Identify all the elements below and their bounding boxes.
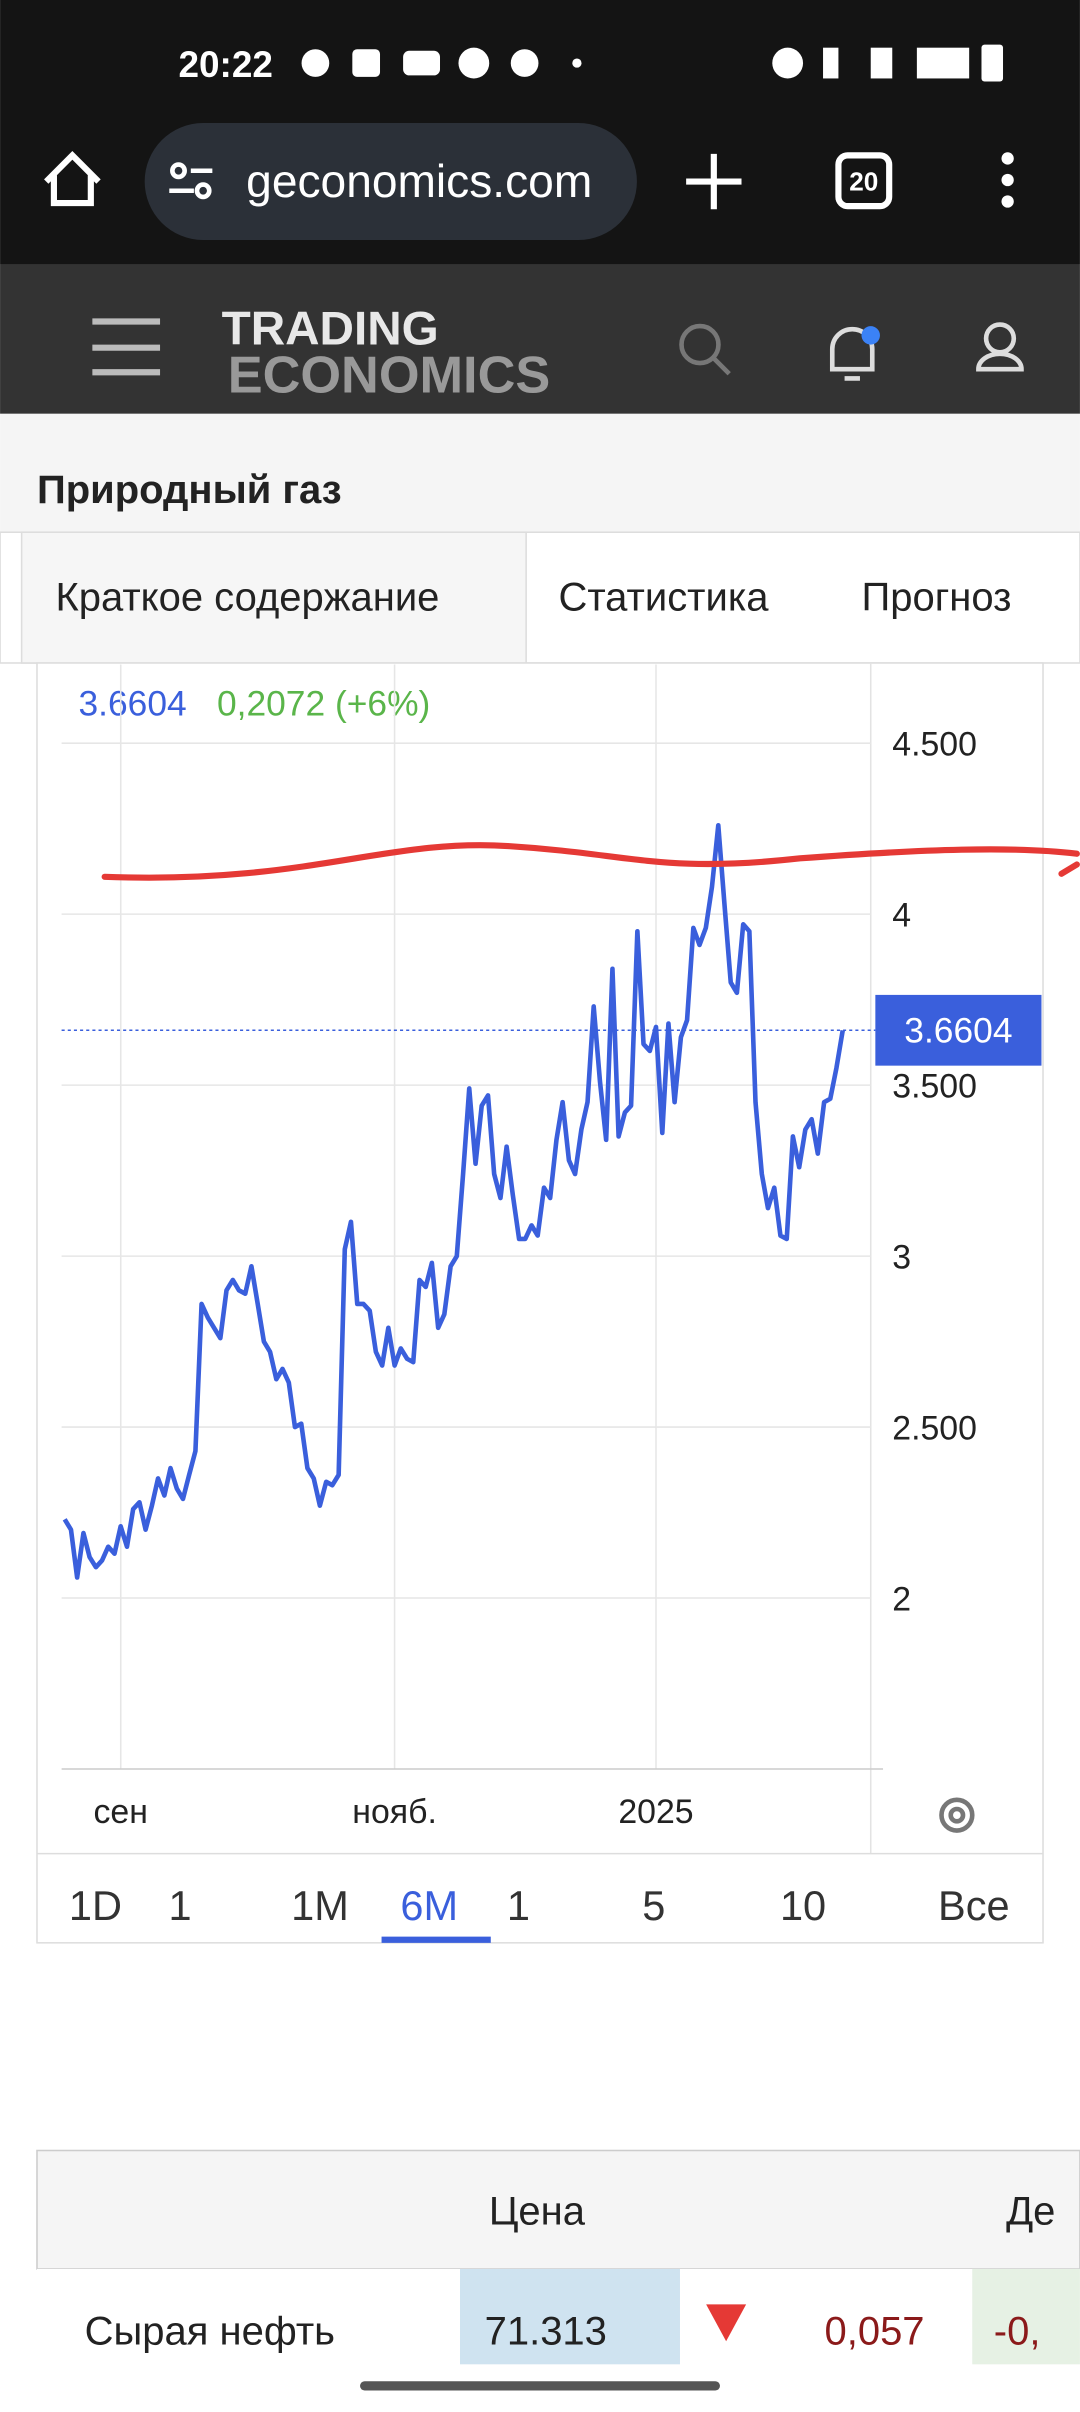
range-button[interactable]: 6M: [400, 1882, 458, 1929]
status-icons: [301, 44, 1004, 82]
site-header: [0, 264, 1080, 414]
logo-bottom[interactable]: ECONOMICS: [228, 346, 551, 404]
range-button[interactable]: Все: [938, 1882, 1010, 1929]
y-tick-label: 4.500: [892, 725, 977, 763]
range-button[interactable]: 1M: [291, 1882, 349, 1929]
y-tick-label: 3.500: [892, 1067, 977, 1105]
x-tick-label: нояб.: [352, 1793, 437, 1831]
x-tick-label: 2025: [618, 1793, 693, 1831]
change-label: 0,2072 (+6%): [217, 684, 430, 723]
notification-dot: [861, 326, 880, 345]
title-band: [0, 413, 1080, 533]
page-title: Природный газ: [37, 468, 342, 512]
table-header-cell: Де: [1006, 2189, 1055, 2233]
site-settings-icon[interactable]: [169, 162, 213, 200]
range-button[interactable]: 1: [168, 1882, 191, 1929]
table-cell: 71.313: [485, 2309, 607, 2353]
url-bar[interactable]: [144, 123, 637, 240]
current-value: 3.6604: [79, 684, 187, 723]
plot: 2 2.500 3 3.500 4 4.500 сен нояб. 2025 3.6604: [61, 664, 1042, 1831]
new-tab-button[interactable]: [686, 153, 742, 210]
down-arrow: [706, 2304, 747, 2342]
menu-button[interactable]: [1001, 152, 1014, 208]
home-button[interactable]: [44, 151, 101, 207]
hand-drawn-annotation: [101, 842, 1080, 881]
y-tick-label: 4: [892, 896, 911, 934]
last-price-label: 3.6604: [904, 1012, 1012, 1051]
url-text[interactable]: geconomics.com: [246, 155, 592, 207]
chart-settings[interactable]: [939, 1797, 975, 1833]
y-tick-label: 2.500: [892, 1409, 977, 1447]
price-line: [62, 822, 846, 1580]
account-button[interactable]: [976, 322, 1024, 372]
range-button[interactable]: 1D: [69, 1882, 122, 1929]
x-tick-label: сен: [94, 1793, 148, 1831]
range-button[interactable]: 10: [780, 1882, 826, 1929]
status-time: 20:22: [179, 44, 273, 85]
tab[interactable]: Прогноз: [861, 576, 1011, 620]
y-tick-label: 2: [892, 1580, 911, 1618]
tab-count: 20: [849, 167, 878, 197]
tab-switcher[interactable]: [835, 152, 893, 210]
table-header: [36, 2149, 1080, 2270]
tab[interactable]: Статистика: [558, 576, 769, 620]
tab-active[interactable]: [20, 531, 527, 664]
tab[interactable]: Краткое содержание: [55, 576, 439, 620]
price-cell: [460, 2268, 680, 2365]
notifications-button[interactable]: [829, 326, 875, 381]
y-tick-label: 3: [892, 1238, 911, 1276]
table-cell: -0,: [994, 2309, 1041, 2353]
hamburger-menu[interactable]: [92, 318, 161, 376]
table-header-cell: Цена: [489, 2189, 586, 2233]
gesture-bar: [360, 2381, 720, 2391]
range-button[interactable]: 1: [507, 1882, 530, 1929]
search-button[interactable]: [679, 323, 731, 376]
percent-cell: [972, 2268, 1080, 2365]
table-cell: 0,057: [825, 2309, 925, 2353]
logo-top[interactable]: TRADING: [222, 303, 439, 356]
range-selector: 1D 1 1M 6M 1 5 10 Все: [69, 1882, 1010, 1929]
range-button[interactable]: 5: [642, 1882, 665, 1929]
table-cell[interactable]: Сырая нефть: [85, 2309, 335, 2353]
last-price-tag: [875, 994, 1042, 1066]
